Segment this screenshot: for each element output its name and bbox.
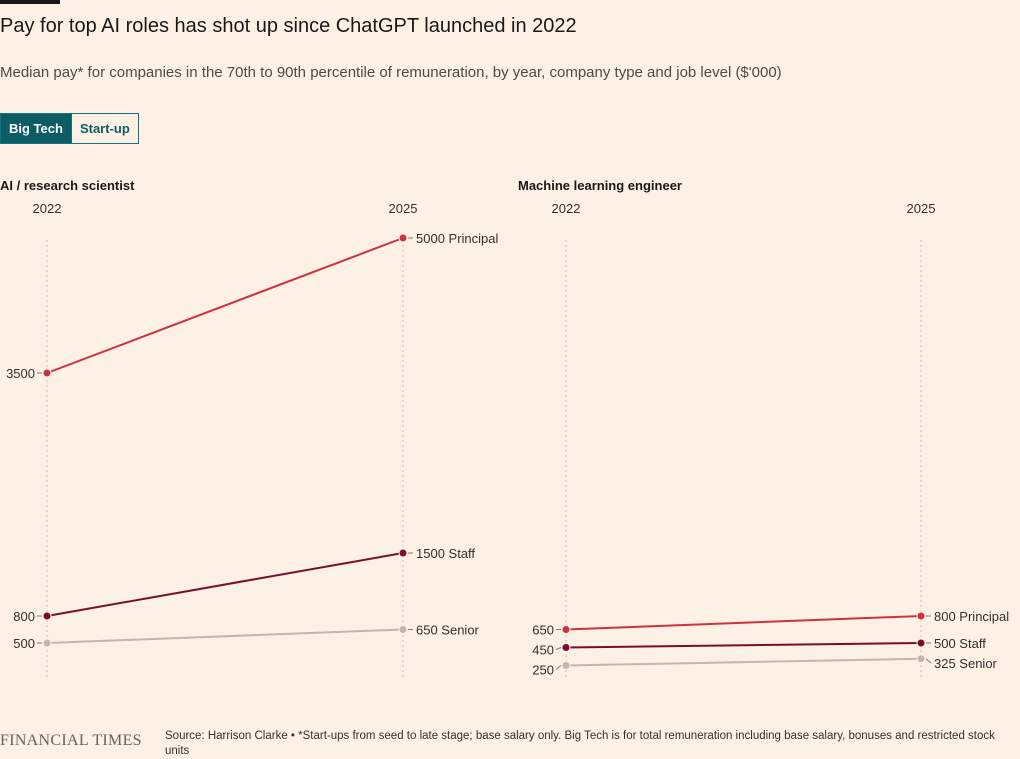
year-label: 2025 (907, 201, 936, 216)
point-staff-start (561, 643, 571, 652)
start-value-label: 450 (532, 643, 554, 658)
ft-logo: FINANCIAL TIMES (0, 732, 142, 749)
end-label-leader (925, 658, 932, 664)
point-staff-end (398, 548, 408, 558)
point-principal-end (398, 233, 408, 243)
series-line-principal (565, 615, 922, 631)
company-type-toggle: Big Tech Start-up (0, 113, 139, 144)
start-value-label: 800 (13, 609, 35, 624)
point-senior-start (42, 638, 52, 648)
point-principal-end (916, 611, 926, 621)
point-staff-end (916, 638, 926, 648)
start-value-label: 650 (532, 623, 554, 638)
point-senior-start (561, 661, 571, 670)
point-staff-start (42, 611, 52, 621)
series-line-principal (46, 237, 404, 374)
start-value-label: 500 (13, 636, 35, 651)
slope-chart: AI / research scientist 2022 2025 3500 5000 … (0, 178, 1009, 680)
end-value-label: 5000 Principal (416, 231, 498, 246)
year-label: 2022 (33, 201, 62, 216)
series-line-senior (46, 628, 404, 644)
series-line-staff (46, 552, 404, 617)
top-accent-bar (0, 0, 60, 4)
source-note: Source: Harrison Clarke • *Start-ups fro… (165, 730, 995, 757)
point-principal-start (561, 625, 571, 634)
point-senior-end (398, 625, 408, 634)
toggle-big-tech-button[interactable]: Big Tech (1, 114, 71, 143)
start-value-label: 3500 (6, 366, 35, 381)
end-value-label: 500 Staff (934, 636, 986, 651)
end-value-label: 650 Senior (416, 623, 480, 638)
panel-title: Machine learning engineer (518, 178, 682, 193)
end-value-label: 800 Principal (934, 609, 1009, 624)
start-value-label: 250 (532, 663, 554, 678)
page-subtitle: Median pay* for companies in the 70th to… (0, 64, 782, 81)
start-label-leader (555, 665, 562, 670)
series-line-senior (565, 657, 922, 667)
series-line-staff (565, 642, 922, 649)
point-principal-start (42, 368, 52, 378)
panel-title: AI / research scientist (0, 178, 135, 193)
end-value-label: 325 Senior (934, 656, 998, 671)
start-label-leader (555, 647, 562, 650)
year-label: 2025 (389, 201, 418, 216)
point-senior-end (916, 654, 926, 664)
page-title: Pay for top AI roles has shot up since C… (0, 15, 577, 37)
toggle-start-up-button[interactable]: Start-up (70, 114, 138, 143)
year-label: 2022 (552, 201, 581, 216)
end-value-label: 1500 Staff (416, 546, 475, 561)
